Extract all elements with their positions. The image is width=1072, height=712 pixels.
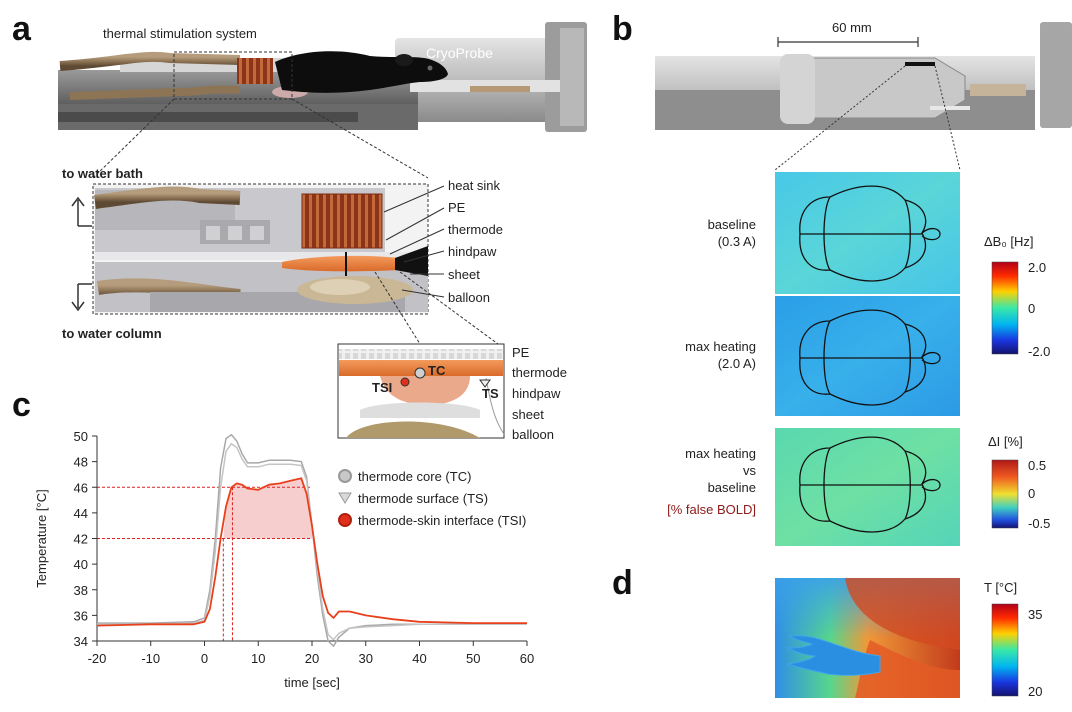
x-tick-label: 0 xyxy=(201,651,208,666)
chart-legend: thermode core (TC) thermode surface (TS) t… xyxy=(338,469,526,528)
callout-heat-sink: heat sink xyxy=(448,178,501,193)
to-water-column-label: to water column xyxy=(62,326,162,341)
panel-label-a: a xyxy=(12,10,32,48)
y-tick-label: 42 xyxy=(74,532,88,547)
colorbar1-min: -2.0 xyxy=(1028,344,1050,359)
callout-pe: PE xyxy=(448,200,466,215)
colorbar3-title: T [°C] xyxy=(984,580,1017,595)
inset-label-sheet: sheet xyxy=(512,407,544,422)
inset-label-hindpaw: hindpaw xyxy=(512,386,561,401)
colorbar-delta-i: ΔI [%] 0.5 0 -0.5 xyxy=(988,434,1050,531)
inset-tsi-label: TSI xyxy=(372,380,392,395)
panel-a-detail: to water bath to water column xyxy=(62,166,503,345)
colorbar2-max: 0.5 xyxy=(1028,458,1046,473)
legend-marker-tc xyxy=(338,469,352,483)
temperature-chart: 34 36 38 40 42 44 46 48 50 -20 -10 0 10 20 30 40 50 60 th… xyxy=(34,429,534,690)
inset-label-pe: PE xyxy=(512,345,530,360)
row3-line4: [% false BOLD] xyxy=(667,502,756,517)
colorbar1-mid: 0 xyxy=(1028,301,1035,316)
x-tick-label: 50 xyxy=(466,651,480,666)
panel-a-title: thermal stimulation system xyxy=(103,26,257,41)
legend-marker-tsi xyxy=(338,513,352,527)
row1-line2: (0.3 A) xyxy=(718,234,756,249)
legend-label: thermode core (TC) xyxy=(358,469,471,484)
panel-a-probe-overview: CryoProbe thermal stimulation system xyxy=(58,22,587,179)
colorbar2-mid: 0 xyxy=(1028,486,1035,501)
colorbar-delta-b0: ΔB₀ [Hz] 2.0 0 -2.0 xyxy=(984,234,1050,359)
y-tick-label: 46 xyxy=(74,480,88,495)
arrow-up-icon xyxy=(71,196,92,227)
x-tick-label: -10 xyxy=(141,651,160,666)
colorbar3-max: 35 xyxy=(1028,607,1042,622)
colorbar3-min: 20 xyxy=(1028,684,1042,699)
y-axis-label: Temperature [°C] xyxy=(34,489,49,587)
x-tick-label: 10 xyxy=(251,651,265,666)
y-tick-label: 44 xyxy=(74,506,88,521)
colorbar-temperature: T [°C] 35 20 xyxy=(984,580,1042,699)
legend-label: thermode-skin interface (TSI) xyxy=(358,513,526,528)
series-line-0 xyxy=(97,433,527,647)
row3-line1: max heating xyxy=(685,446,756,461)
x-tick-label: 40 xyxy=(412,651,426,666)
row2-line2: (2.0 A) xyxy=(718,356,756,371)
inset-label-thermode: thermode xyxy=(512,365,567,380)
y-tick-label: 48 xyxy=(74,455,88,470)
row3-line3: baseline xyxy=(708,480,756,495)
cryoprobe-label: CryoProbe xyxy=(426,45,493,61)
panel-label-c: c xyxy=(12,386,31,424)
x-tick-label: 30 xyxy=(359,651,373,666)
focus-box xyxy=(173,51,293,100)
x-tick-label: 20 xyxy=(305,651,319,666)
panel-b-probe: 60 mm xyxy=(655,20,1072,171)
x-axis-label: time [sec] xyxy=(284,675,340,690)
to-water-bath-label: to water bath xyxy=(62,166,143,181)
map-difference xyxy=(775,428,960,546)
heating-band xyxy=(223,478,312,539)
scale-bar-label: 60 mm xyxy=(832,20,872,35)
panel-a-inset: TC TSI TS PE thermode hindpaw sheet ball… xyxy=(337,343,567,442)
colorbar1-title: ΔB₀ [Hz] xyxy=(984,234,1033,249)
colorbar1-max: 2.0 xyxy=(1028,260,1046,275)
series-line-1 xyxy=(97,442,527,641)
callout-hindpaw: hindpaw xyxy=(448,244,497,259)
panel-b-row-labels: baseline (0.3 A) max heating (2.0 A) max… xyxy=(667,217,756,517)
colorbar2-min: -0.5 xyxy=(1028,516,1050,531)
tsi-marker xyxy=(400,377,410,387)
y-tick-label: 36 xyxy=(74,608,88,623)
ts-marker xyxy=(479,379,491,388)
thermal-image xyxy=(775,578,960,698)
colorbar2-title: ΔI [%] xyxy=(988,434,1023,449)
callout-balloon: balloon xyxy=(448,290,490,305)
map-max-heating xyxy=(775,296,960,416)
y-tick-label: 50 xyxy=(74,429,88,444)
y-tick-label: 34 xyxy=(74,634,88,649)
x-tick-label: 60 xyxy=(520,651,534,666)
panel-b-maps xyxy=(775,172,960,546)
tc-marker xyxy=(414,367,426,379)
chart-axes: 34 36 38 40 42 44 46 48 50 -20 -10 0 10 20 30 40 50 60 xyxy=(74,429,535,666)
inset-tc-label: TC xyxy=(428,363,446,378)
inset-label-balloon: balloon xyxy=(512,427,554,442)
x-tick-label: -20 xyxy=(88,651,107,666)
row1-line1: baseline xyxy=(708,217,756,232)
callout-sheet: sheet xyxy=(448,267,480,282)
legend-label: thermode surface (TS) xyxy=(358,491,488,506)
callout-thermode: thermode xyxy=(448,222,503,237)
panel-label-b: b xyxy=(612,10,633,48)
y-tick-label: 38 xyxy=(74,583,88,598)
panel-label-d: d xyxy=(612,564,633,602)
row3-line2: vs xyxy=(743,463,757,478)
y-tick-label: 40 xyxy=(74,557,88,572)
arrow-down-icon xyxy=(71,283,92,312)
row2-line1: max heating xyxy=(685,339,756,354)
series-line-2 xyxy=(96,477,527,627)
map-baseline xyxy=(775,172,960,294)
inset-ts-label: TS xyxy=(482,386,499,401)
legend-marker-ts xyxy=(338,492,352,504)
